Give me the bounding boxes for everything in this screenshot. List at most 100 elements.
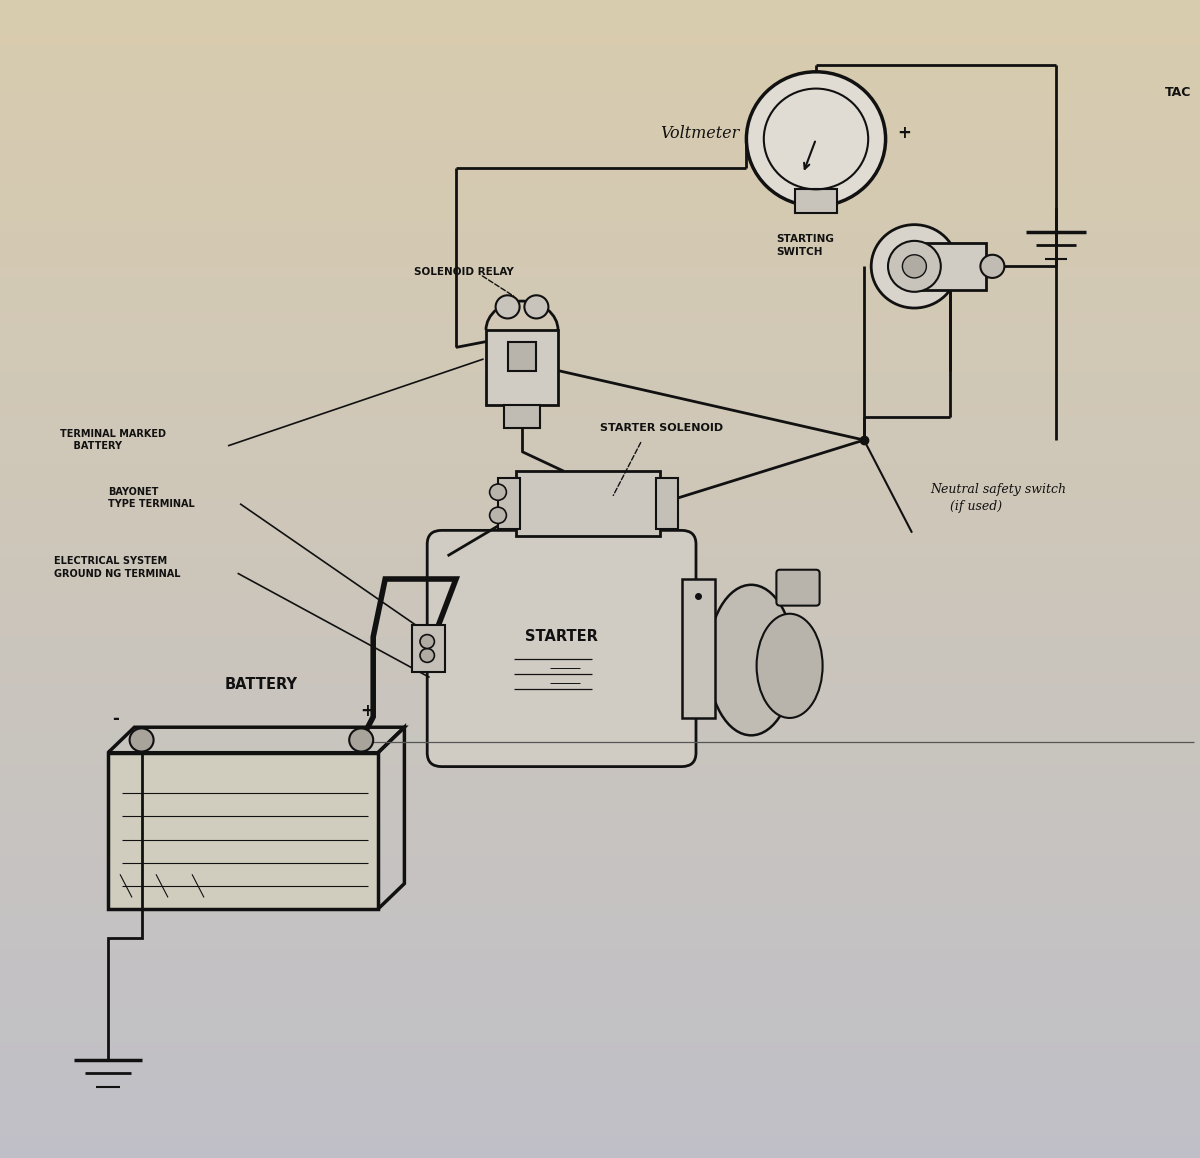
Bar [0,46,1200,58]
Bar [0,313,1200,324]
Bar [0,174,1200,185]
Bar [0,868,1200,880]
FancyBboxPatch shape [776,570,820,606]
Bar [0,637,1200,648]
Circle shape [420,635,434,648]
Bar [0,776,1200,787]
Text: SOLENOID RELAY: SOLENOID RELAY [414,267,514,277]
Bar [0,359,1200,371]
Bar [0,718,1200,730]
Circle shape [490,484,506,500]
Text: Neutral safety switch
     (if used): Neutral safety switch (if used) [930,483,1066,513]
Bar [0,521,1200,533]
Bar [0,602,1200,614]
Bar [0,648,1200,660]
Bar [0,1054,1200,1065]
Bar [0,880,1200,892]
Bar [0,938,1200,950]
Bar [0,23,1200,35]
Bar [0,394,1200,405]
Circle shape [902,255,926,278]
Bar [0,428,1200,440]
Bar [504,405,540,428]
Bar [0,973,1200,984]
Bar [0,1135,1200,1146]
Bar [0,1112,1200,1123]
Circle shape [349,728,373,752]
Bar [0,243,1200,255]
Bar [0,1077,1200,1089]
Text: BATTERY: BATTERY [224,677,298,692]
Bar [0,892,1200,903]
Bar [0,1031,1200,1042]
Circle shape [746,72,886,206]
Text: TAC: TAC [1165,86,1192,100]
Bar [0,69,1200,81]
Bar [0,417,1200,428]
Circle shape [496,295,520,318]
Bar [0,486,1200,498]
Bar [486,330,558,405]
Bar [0,1089,1200,1100]
Text: TERMINAL MARKED
    BATTERY: TERMINAL MARKED BATTERY [60,428,166,452]
Text: +: + [898,124,912,142]
Bar [0,151,1200,162]
Bar [0,579,1200,591]
Bar [0,811,1200,822]
Bar [0,278,1200,290]
Bar [0,1042,1200,1054]
Bar [0,35,1200,46]
Bar [0,903,1200,915]
Bar [0,556,1200,567]
Bar [0,753,1200,764]
Bar [0,93,1200,104]
Bar [0,104,1200,116]
Text: -: - [112,710,119,728]
Bar [0,1146,1200,1158]
Bar [0,58,1200,69]
Bar [0,127,1200,139]
Bar [0,834,1200,845]
Circle shape [490,507,506,523]
Text: Voltmeter: Voltmeter [660,125,739,141]
Circle shape [980,255,1004,278]
Text: BAYONET
TYPE TERMINAL: BAYONET TYPE TERMINAL [108,486,194,510]
Bar [0,232,1200,243]
Bar [0,197,1200,208]
Bar [516,471,660,536]
Bar [0,162,1200,174]
Bar [0,290,1200,301]
Ellipse shape [708,585,794,735]
Bar [0,1007,1200,1019]
Bar [0,1019,1200,1031]
Bar [0,463,1200,475]
Bar [0,336,1200,347]
Text: STARTER SOLENOID: STARTER SOLENOID [600,424,724,433]
Bar [0,0,1200,12]
Bar [0,996,1200,1007]
Text: +: + [360,702,374,720]
Bar [0,764,1200,776]
Bar [0,683,1200,695]
Bar [0,510,1200,521]
Circle shape [420,648,434,662]
Bar [0,324,1200,336]
Bar [0,706,1200,718]
Text: ELECTRICAL SYSTEM
GROUND NG TERMINAL: ELECTRICAL SYSTEM GROUND NG TERMINAL [54,556,180,579]
Bar [0,915,1200,926]
Bar [0,12,1200,23]
Bar [0,787,1200,799]
Bar [0,822,1200,834]
Bar [498,478,520,529]
Bar [0,730,1200,741]
Bar [0,452,1200,463]
Bar [0,255,1200,266]
Bar [0,301,1200,313]
Bar [0,1065,1200,1077]
Bar [0,672,1200,683]
Bar [0,926,1200,938]
Bar [656,478,678,529]
Bar [508,342,536,371]
Text: STARTER: STARTER [526,630,598,644]
Bar [0,266,1200,278]
